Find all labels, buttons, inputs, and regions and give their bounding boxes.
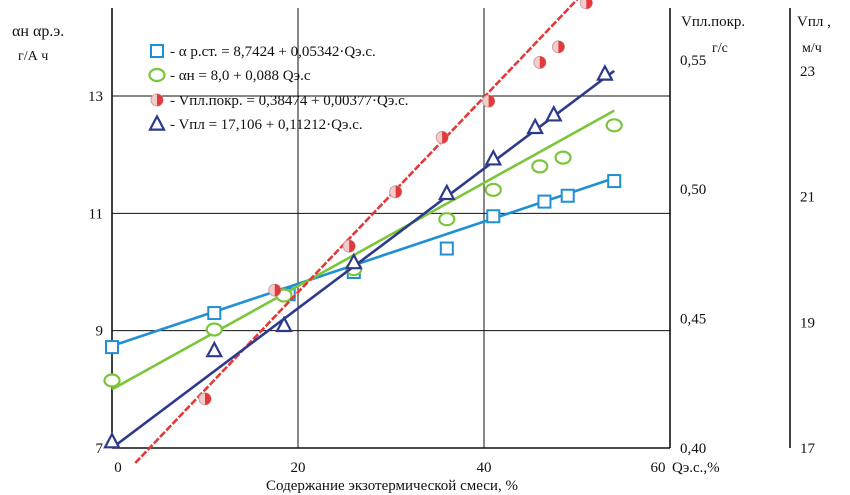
left-tick-label: 7 xyxy=(96,441,104,457)
data-point-v_pl xyxy=(484,148,503,166)
data-point-v_pl xyxy=(437,183,456,201)
left-axis-unit: г/А ч xyxy=(18,49,48,64)
tick-labels: 0 20 40 60 7 9 11 13 0,40 0,45 0,50 0,55 17 19 21 23 xyxy=(88,53,816,476)
right-axis-title: Vпл , м/ч xyxy=(797,14,831,56)
left-axis-label: αн αр.э. xyxy=(12,23,64,40)
data-point-a_n xyxy=(605,118,623,133)
series-line-a_rst xyxy=(111,176,615,348)
legend-marker-v_pokr xyxy=(150,93,164,107)
series-v_pl xyxy=(103,64,615,450)
data-point-a_rst xyxy=(560,188,575,203)
right-axis-label: Vпл , xyxy=(797,14,831,30)
data-point-a_n xyxy=(531,159,549,174)
grid xyxy=(112,8,670,448)
data-point-a_n xyxy=(554,150,572,165)
data-point-v_pl xyxy=(344,252,363,270)
data-point-v_pl xyxy=(526,117,544,135)
x-axis-label: Содержание экзотермической смеси, % xyxy=(266,478,518,494)
right-tick-label: 21 xyxy=(800,190,815,206)
series-a_n xyxy=(103,109,623,391)
data-point-v_pl xyxy=(205,340,224,358)
middle-tick-label: 0,45 xyxy=(680,312,706,328)
x-axis-end-label: Qэ.с.,% xyxy=(672,460,720,476)
right-tick-label: 23 xyxy=(800,64,815,80)
legend-marker-a_n xyxy=(148,67,166,83)
data-point-a_rst xyxy=(537,194,552,209)
series-v_pokr xyxy=(134,0,593,464)
middle-axis-title: Vпл.покр. г/с xyxy=(681,14,745,56)
middle-tick-label: 0,55 xyxy=(680,53,706,69)
x-tick-label: 0 xyxy=(114,460,122,476)
left-tick-label: 9 xyxy=(96,324,104,340)
data-point-a_n xyxy=(484,182,502,197)
data-point-v_pokr xyxy=(482,94,496,108)
legend-marker-v_pl xyxy=(148,114,166,131)
series-layer xyxy=(103,0,623,464)
legend-label-a_rst: - α р.ст. = 8,7424 + 0,05342·Qэ.с. xyxy=(170,44,376,60)
data-point-v_pl xyxy=(544,104,563,122)
data-point-a_rst xyxy=(486,209,501,224)
data-point-v_pokr xyxy=(579,0,593,10)
series-line-a_n xyxy=(111,109,615,391)
right-tick-label: 19 xyxy=(800,315,815,331)
series-line-v_pokr xyxy=(134,0,579,464)
data-point-a_n xyxy=(438,212,456,227)
data-point-v_pokr xyxy=(551,40,565,54)
data-point-v_pokr xyxy=(268,283,282,297)
middle-tick-label: 0,40 xyxy=(680,441,706,457)
data-point-v_pokr xyxy=(342,239,356,253)
middle-tick-label: 0,50 xyxy=(680,182,706,198)
data-point-a_rst xyxy=(105,340,119,355)
x-tick-label: 40 xyxy=(477,460,492,476)
data-point-v_pokr xyxy=(198,392,212,406)
middle-axis-label: Vпл.покр. xyxy=(681,14,745,30)
legend-marker-a_rst xyxy=(150,44,164,58)
data-point-v_pl xyxy=(596,64,614,81)
data-point-v_pokr xyxy=(533,55,547,69)
legend-label-v_pl: - Vпл = 17,106 + 0,11212·Qэ.с. xyxy=(170,117,363,133)
data-point-v_pokr xyxy=(435,130,449,144)
left-axis-title: αн αр.э. г/А ч xyxy=(12,23,64,64)
right-axis-unit: м/ч xyxy=(802,41,822,56)
left-tick-label: 11 xyxy=(89,206,103,222)
data-point-v_pl xyxy=(275,315,293,333)
legend-label-a_n: - αн = 8,0 + 0,088 Qэ.с xyxy=(170,68,311,84)
right-tick-label: 17 xyxy=(800,441,816,457)
x-tick-label: 20 xyxy=(291,460,306,476)
data-point-a_n xyxy=(205,322,223,337)
data-point-a_rst xyxy=(207,306,222,321)
legend-label-v_pokr: - Vпл.покр. = 0,38474 + 0,00377·Qэ.с. xyxy=(170,93,408,109)
middle-axis-unit: г/с xyxy=(712,41,728,56)
data-point-v_pokr xyxy=(389,185,403,199)
left-tick-label: 13 xyxy=(88,89,103,105)
data-point-v_pl xyxy=(103,431,121,449)
data-point-a_rst xyxy=(607,174,622,189)
x-tick-label: 60 xyxy=(651,460,666,476)
legend: - α р.ст. = 8,7424 + 0,05342·Qэ.с. - αн =… xyxy=(148,44,408,133)
data-point-a_n xyxy=(103,373,121,388)
data-point-a_rst xyxy=(439,241,454,256)
